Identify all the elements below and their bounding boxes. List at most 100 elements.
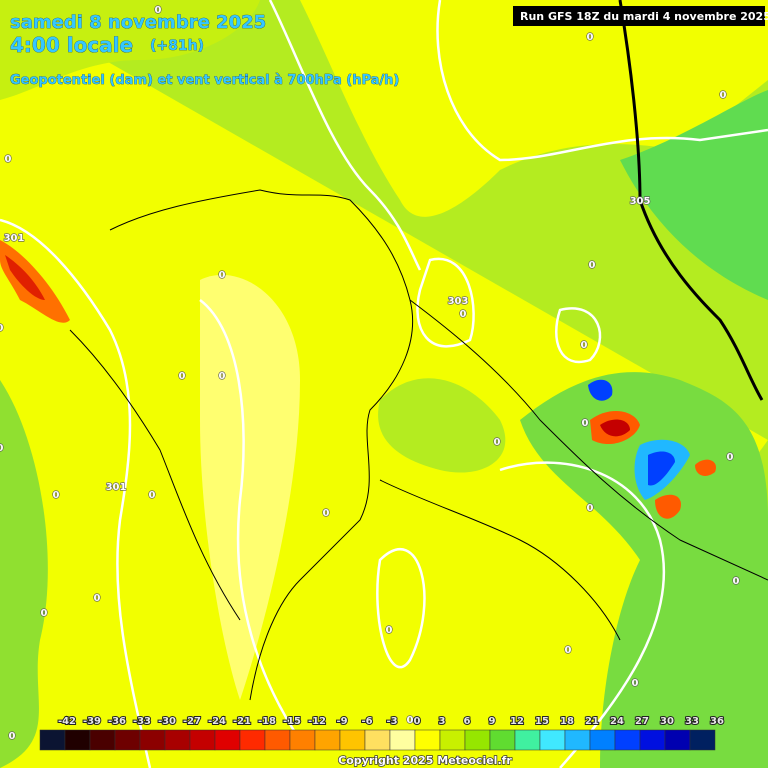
contour-label: 0	[179, 371, 186, 382]
scale-swatch	[314, 729, 341, 751]
scale-swatch	[414, 729, 441, 751]
contour-label: 0	[582, 418, 589, 429]
scale-swatch	[189, 729, 216, 751]
scale-label: 12	[510, 716, 524, 727]
contour-labels: 000030503030000000003010000000000301000	[0, 4, 740, 742]
contour-label: 301	[106, 482, 127, 493]
scale-swatch	[339, 729, 366, 751]
copyright: Copyright 2025 Meteociel.fr	[338, 754, 512, 767]
scale-swatch	[164, 729, 191, 751]
scale-swatch	[39, 729, 66, 751]
contour-line	[268, 0, 422, 271]
contour-line	[376, 548, 426, 669]
scale-label: 18	[560, 716, 574, 727]
contour-label: 0	[494, 437, 501, 448]
contour-label: 303	[448, 296, 469, 307]
scale-label: -42	[58, 716, 76, 727]
contour-label: 301	[4, 233, 25, 244]
scale-swatch	[589, 729, 616, 751]
contour-line	[416, 257, 475, 348]
scale-swatch	[239, 729, 266, 751]
scale-label: -3	[386, 716, 397, 727]
scale-label: 6	[464, 716, 471, 727]
contour-label: 0	[0, 443, 4, 454]
scale-label: -36	[108, 716, 126, 727]
contour-label: 0	[407, 715, 414, 726]
scale-swatch	[139, 729, 166, 751]
scale-swatch	[639, 729, 666, 751]
contour-line	[555, 307, 602, 364]
contour-label: 0	[9, 731, 16, 742]
scale-label: -24	[208, 716, 226, 727]
contour-label: 0	[589, 260, 596, 271]
scale-swatch	[539, 729, 566, 751]
scale-swatch	[364, 729, 391, 751]
contour-line	[0, 218, 152, 768]
warm-spot	[5, 255, 45, 300]
scale-swatch	[514, 729, 541, 751]
contour-label: 0	[565, 645, 572, 656]
scale-swatch	[439, 729, 466, 751]
contour-label: 0	[155, 5, 162, 16]
contour-label: 0	[53, 490, 60, 501]
border-line	[409, 299, 768, 581]
lead-time: (+81h)	[150, 38, 204, 54]
scale-label: 24	[610, 716, 624, 727]
green-area	[0, 380, 48, 768]
green-area	[0, 0, 260, 100]
color-scale: -42 -39 -36 -33 -30 -27 -24 -21 -18 -15 -12 -9 -6 -3 0…	[39, 715, 725, 751]
date: samedi 8 novembre 2025	[10, 12, 266, 33]
scale-label: 36	[710, 716, 724, 727]
scale-label: -27	[183, 716, 201, 727]
scale-swatch	[689, 729, 716, 751]
contour-label: 0	[587, 32, 594, 43]
scale-swatch	[389, 729, 416, 751]
contour-label: 0	[587, 503, 594, 514]
time: 4:00 locale	[10, 33, 133, 57]
contour-label: 0	[632, 678, 639, 689]
scale-label: -18	[258, 716, 276, 727]
scale-label: 3	[439, 716, 446, 727]
scale-label: 0	[414, 716, 421, 727]
scale-label: 9	[489, 716, 496, 727]
scale-label: -6	[361, 716, 372, 727]
contour-label: 0	[5, 154, 12, 165]
scale-swatch	[489, 729, 516, 751]
contour-label: 0	[386, 625, 393, 636]
contour-line	[499, 461, 666, 768]
contour-label: 0	[219, 270, 226, 281]
scale-swatch	[114, 729, 141, 751]
scale-label: -9	[336, 716, 347, 727]
scale-label: -12	[308, 716, 326, 727]
scale-swatch	[464, 729, 491, 751]
contour-label: 0	[460, 309, 467, 320]
scale-label: -33	[133, 716, 151, 727]
scale-swatch	[214, 729, 241, 751]
cold-spot	[588, 379, 613, 401]
front-line	[618, 0, 764, 401]
run-box	[513, 6, 765, 26]
scale-label: 27	[635, 716, 649, 727]
scale-swatch	[664, 729, 691, 751]
contour-label: 0	[323, 508, 330, 519]
scale-swatch	[264, 729, 291, 751]
contour-label: 0	[727, 452, 734, 463]
contour-label: 0	[733, 576, 740, 587]
contour-label: 305	[630, 196, 651, 207]
border-line	[379, 479, 621, 641]
contour-label: 0	[720, 90, 727, 101]
scale-swatch	[64, 729, 91, 751]
scale-label: -39	[83, 716, 101, 727]
warm-spot	[0, 240, 70, 323]
border-line	[109, 189, 414, 701]
scale-label: 30	[660, 716, 674, 727]
contour-line	[436, 0, 768, 162]
scale-label: -15	[283, 716, 301, 727]
contour-line	[199, 299, 302, 741]
contour-label: 0	[94, 593, 101, 604]
cold-spot	[648, 451, 675, 486]
scale-swatch	[289, 729, 316, 751]
